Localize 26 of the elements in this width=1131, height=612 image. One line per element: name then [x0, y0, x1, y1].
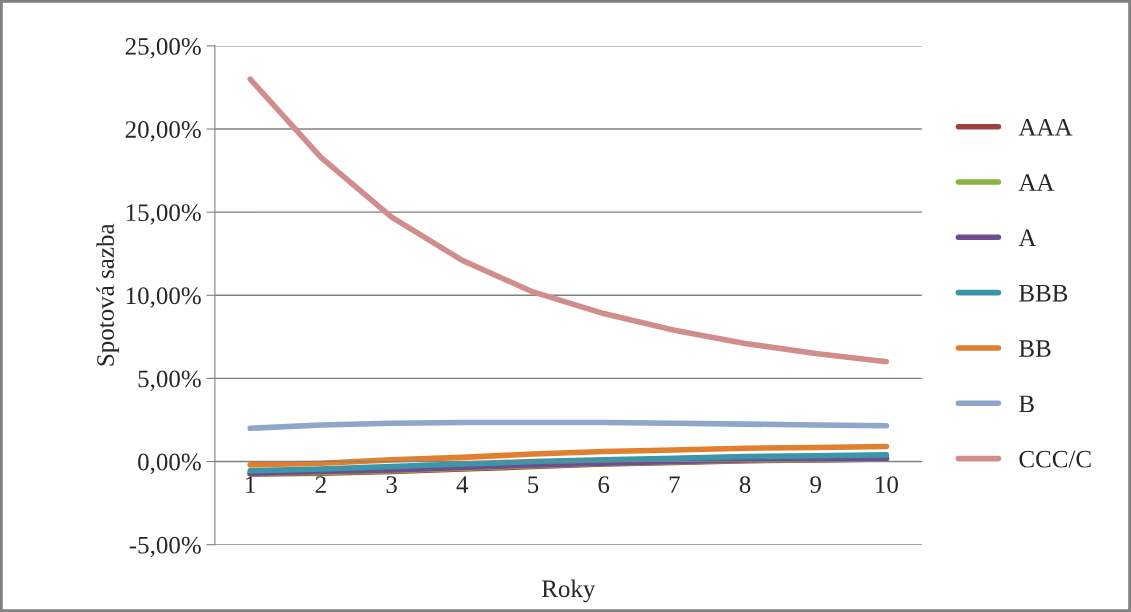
x-tick-label: 2 [315, 476, 326, 493]
legend-label: AA [1018, 174, 1055, 191]
legend-label: BB [1019, 340, 1051, 357]
legend-label: BBB [1019, 285, 1068, 302]
y-tick-label: -5,00% [129, 536, 201, 558]
y-tick-label: 25,00% [125, 37, 201, 59]
y-axis-title: Spotová sazba [96, 223, 120, 366]
x-tick-label: 6 [598, 476, 610, 494]
x-tick-label: 7 [669, 476, 680, 493]
y-tick-label: 5,00% [138, 370, 201, 391]
x-tick-label: 1 [246, 476, 255, 493]
x-axis-title: Roky [541, 579, 596, 603]
x-tick-label: 10 [876, 476, 898, 494]
legend-label: AAA [1018, 118, 1073, 136]
y-tick-label: 20,00% [125, 121, 201, 142]
x-tick-label: 4 [456, 476, 469, 493]
x-tick-label: 9 [810, 476, 821, 494]
legend-label: B [1019, 395, 1034, 413]
x-tick-label: 8 [739, 476, 751, 494]
y-tick-label: 15,00% [126, 204, 201, 225]
x-tick-label: 5 [528, 476, 539, 494]
x-tick-label: 3 [386, 476, 397, 494]
legend-label: CCC/C [1019, 450, 1091, 468]
y-tick-label: 0,00% [138, 453, 201, 475]
legend-label: A [1018, 229, 1037, 247]
y-tick-label: 10,00% [126, 287, 201, 308]
